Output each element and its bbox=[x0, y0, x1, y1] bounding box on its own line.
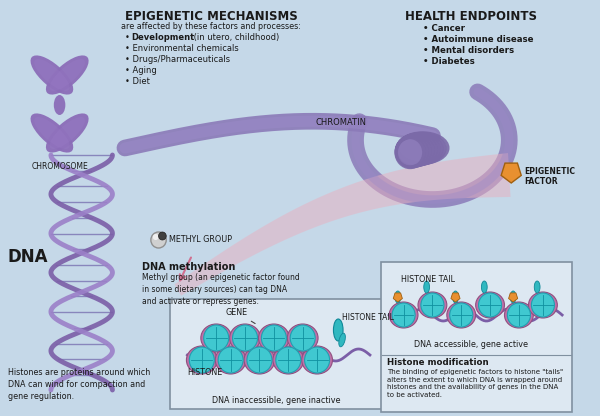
Circle shape bbox=[290, 325, 315, 351]
Text: • Aging: • Aging bbox=[125, 66, 157, 75]
Text: are affected by these factors and processes:: are affected by these factors and proces… bbox=[121, 22, 301, 31]
Ellipse shape bbox=[452, 291, 458, 303]
Ellipse shape bbox=[424, 281, 430, 293]
Ellipse shape bbox=[398, 137, 437, 163]
Ellipse shape bbox=[398, 139, 428, 164]
Ellipse shape bbox=[505, 302, 533, 328]
Ellipse shape bbox=[273, 346, 304, 374]
Ellipse shape bbox=[230, 324, 260, 352]
Text: • Drugs/Pharmaceuticals: • Drugs/Pharmaceuticals bbox=[125, 55, 230, 64]
Text: • Mental disorders: • Mental disorders bbox=[423, 46, 514, 55]
Text: •: • bbox=[125, 33, 133, 42]
Text: Methyl group (an epigenetic factor found
in some dietary sources) can tag DNA
an: Methyl group (an epigenetic factor found… bbox=[142, 273, 300, 306]
Ellipse shape bbox=[398, 137, 434, 163]
Ellipse shape bbox=[398, 138, 431, 164]
Text: EPIGENETIC: EPIGENETIC bbox=[524, 167, 575, 176]
Text: CHROMOSOME: CHROMOSOME bbox=[31, 162, 88, 171]
Circle shape bbox=[421, 293, 444, 317]
Ellipse shape bbox=[334, 319, 343, 341]
Ellipse shape bbox=[447, 302, 476, 328]
FancyBboxPatch shape bbox=[170, 299, 383, 409]
Text: CHROMATIN: CHROMATIN bbox=[316, 118, 367, 127]
Ellipse shape bbox=[395, 291, 401, 303]
Ellipse shape bbox=[259, 324, 289, 352]
Polygon shape bbox=[509, 293, 518, 302]
Text: HISTONE TAIL: HISTONE TAIL bbox=[401, 275, 455, 284]
Text: DNA accessible, gene active: DNA accessible, gene active bbox=[414, 340, 528, 349]
Circle shape bbox=[190, 347, 214, 373]
Ellipse shape bbox=[529, 292, 557, 318]
Circle shape bbox=[233, 325, 257, 351]
Text: DNA inaccessible, gene inactive: DNA inaccessible, gene inactive bbox=[212, 396, 341, 405]
Polygon shape bbox=[393, 293, 403, 302]
Circle shape bbox=[276, 347, 301, 373]
Ellipse shape bbox=[34, 117, 70, 149]
Circle shape bbox=[158, 232, 166, 240]
Text: DNA: DNA bbox=[8, 248, 48, 266]
Text: (in utero, childhood): (in utero, childhood) bbox=[191, 33, 280, 42]
Polygon shape bbox=[175, 153, 511, 296]
Text: HEALTH ENDPOINTS: HEALTH ENDPOINTS bbox=[405, 10, 537, 23]
Circle shape bbox=[151, 232, 166, 248]
Circle shape bbox=[153, 234, 158, 240]
Ellipse shape bbox=[399, 135, 446, 161]
Ellipse shape bbox=[510, 291, 516, 303]
Circle shape bbox=[247, 347, 272, 373]
Circle shape bbox=[479, 293, 502, 317]
Text: FACTOR: FACTOR bbox=[524, 177, 558, 186]
Text: GENE: GENE bbox=[226, 308, 255, 324]
Text: • Environmental chemicals: • Environmental chemicals bbox=[125, 44, 239, 53]
Circle shape bbox=[392, 303, 415, 327]
Ellipse shape bbox=[339, 333, 346, 347]
Text: Histone modification: Histone modification bbox=[387, 358, 489, 367]
Ellipse shape bbox=[54, 95, 65, 115]
Text: HISTONE TAIL: HISTONE TAIL bbox=[342, 314, 394, 322]
Circle shape bbox=[204, 325, 229, 351]
Circle shape bbox=[508, 303, 530, 327]
Ellipse shape bbox=[31, 114, 73, 153]
Ellipse shape bbox=[31, 55, 73, 94]
Ellipse shape bbox=[50, 117, 85, 149]
Text: • Cancer: • Cancer bbox=[423, 24, 465, 33]
Ellipse shape bbox=[398, 139, 425, 165]
Circle shape bbox=[450, 303, 473, 327]
Ellipse shape bbox=[476, 292, 505, 318]
Text: DNA methylation: DNA methylation bbox=[142, 262, 236, 272]
Ellipse shape bbox=[187, 346, 217, 374]
Text: • Diabetes: • Diabetes bbox=[423, 57, 475, 66]
Ellipse shape bbox=[201, 324, 232, 352]
Text: The binding of epigenetic factors to histone "tails"
alters the extent to which : The binding of epigenetic factors to his… bbox=[387, 369, 563, 398]
Ellipse shape bbox=[398, 139, 422, 166]
Circle shape bbox=[218, 347, 243, 373]
Text: EPIGENETIC MECHANISMS: EPIGENETIC MECHANISMS bbox=[125, 10, 298, 23]
Ellipse shape bbox=[215, 346, 246, 374]
Text: METHYL GROUP: METHYL GROUP bbox=[169, 235, 232, 245]
Text: Development: Development bbox=[131, 33, 195, 42]
Ellipse shape bbox=[46, 55, 89, 94]
Ellipse shape bbox=[50, 59, 85, 91]
Ellipse shape bbox=[389, 302, 418, 328]
Text: HISTONE: HISTONE bbox=[187, 368, 223, 377]
Polygon shape bbox=[451, 293, 460, 302]
Ellipse shape bbox=[534, 281, 540, 293]
Ellipse shape bbox=[399, 136, 443, 161]
Ellipse shape bbox=[34, 59, 70, 91]
Ellipse shape bbox=[418, 292, 447, 318]
Circle shape bbox=[532, 293, 554, 317]
Text: Histones are proteins around which
DNA can wind for compaction and
gene regulati: Histones are proteins around which DNA c… bbox=[8, 368, 150, 401]
Ellipse shape bbox=[302, 346, 332, 374]
Ellipse shape bbox=[46, 114, 89, 153]
Text: • Diet: • Diet bbox=[125, 77, 150, 86]
Ellipse shape bbox=[399, 136, 440, 162]
Text: • Autoimmune disease: • Autoimmune disease bbox=[423, 35, 533, 44]
Polygon shape bbox=[501, 163, 521, 183]
Ellipse shape bbox=[244, 346, 275, 374]
FancyBboxPatch shape bbox=[382, 262, 572, 412]
Ellipse shape bbox=[287, 324, 318, 352]
Ellipse shape bbox=[481, 281, 487, 293]
Circle shape bbox=[305, 347, 329, 373]
Circle shape bbox=[262, 325, 286, 351]
